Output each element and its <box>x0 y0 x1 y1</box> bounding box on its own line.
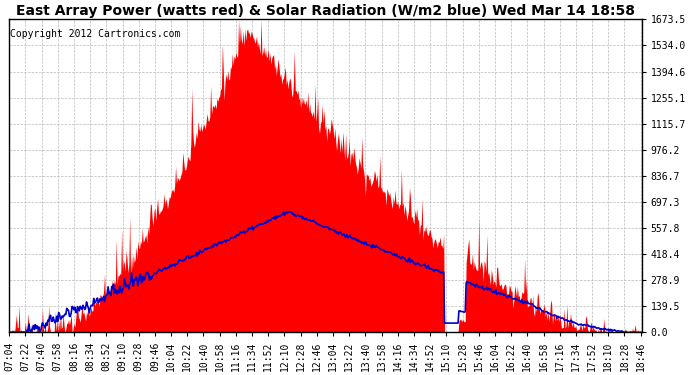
Text: Copyright 2012 Cartronics.com: Copyright 2012 Cartronics.com <box>10 29 181 39</box>
Title: East Array Power (watts red) & Solar Radiation (W/m2 blue) Wed Mar 14 18:58: East Array Power (watts red) & Solar Rad… <box>16 4 635 18</box>
